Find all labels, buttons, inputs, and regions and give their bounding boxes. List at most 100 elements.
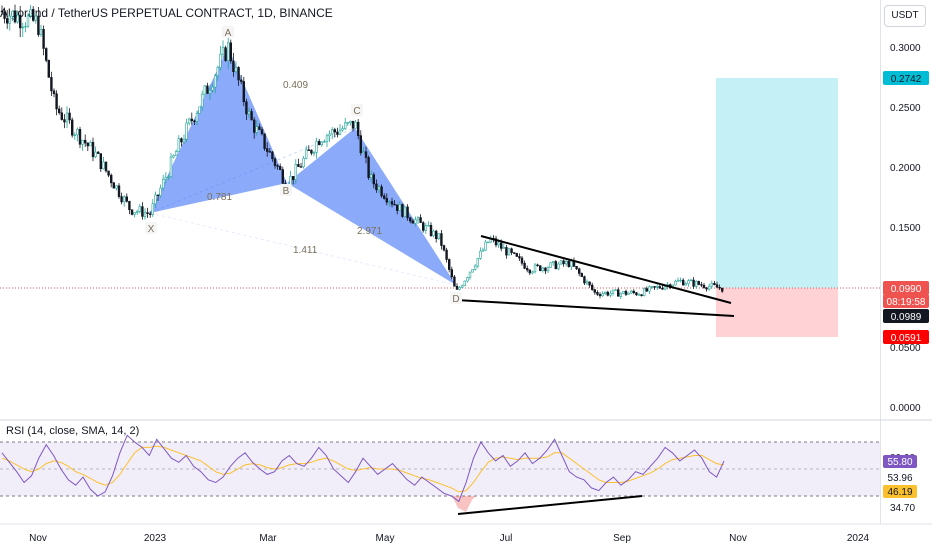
harmonic-point-label: A <box>225 28 232 39</box>
candle <box>481 247 485 252</box>
candle <box>455 283 459 290</box>
candle <box>24 22 27 33</box>
candle <box>575 266 578 271</box>
harmonic-point-label: B <box>283 186 290 197</box>
candle <box>177 135 180 152</box>
candle <box>120 192 123 205</box>
candle <box>11 10 14 22</box>
candle <box>263 133 266 151</box>
candle <box>468 271 472 280</box>
candle <box>424 222 427 234</box>
candle <box>55 90 58 116</box>
candle <box>421 221 425 233</box>
candle <box>198 106 201 114</box>
candle <box>512 252 516 255</box>
candle <box>21 22 24 37</box>
candle <box>684 281 688 286</box>
candle <box>221 40 225 58</box>
position-stop-zone[interactable] <box>716 288 838 337</box>
candle <box>494 235 498 248</box>
currency-button[interactable]: USDT <box>884 5 926 27</box>
candle <box>536 263 539 267</box>
candle <box>310 149 313 156</box>
candle <box>84 134 87 147</box>
candle <box>562 259 565 267</box>
candle <box>52 88 56 98</box>
candle <box>622 290 625 295</box>
candle <box>544 267 547 275</box>
candle <box>510 247 513 256</box>
candle <box>640 294 643 297</box>
price-tag-label: 0.2742 <box>891 74 922 85</box>
candle <box>154 191 157 208</box>
candle <box>315 137 318 159</box>
ratio-label-1411: 1.411 <box>293 245 318 256</box>
price-axis[interactable] <box>880 0 932 524</box>
ratio-label-0409: 0.409 <box>283 80 308 91</box>
candle <box>240 75 243 85</box>
candle <box>138 203 141 214</box>
candle <box>224 45 227 62</box>
harmonic-point-label: X <box>148 224 155 235</box>
candle <box>447 258 451 273</box>
candle <box>515 252 519 257</box>
candle <box>460 284 464 289</box>
candle <box>18 5 22 38</box>
candle <box>68 108 71 124</box>
x-tick-label: Nov <box>729 533 747 544</box>
candle <box>71 117 74 138</box>
candle <box>466 276 469 283</box>
rsi-value-label: 46.19 <box>887 487 912 498</box>
ratio-label-0781: 0.781 <box>207 192 232 203</box>
rsi-sma-line <box>1 445 725 493</box>
candle <box>193 119 196 125</box>
candle <box>549 261 552 269</box>
position-target-zone[interactable] <box>716 78 838 288</box>
candle <box>707 283 711 291</box>
candle <box>593 289 597 295</box>
candle <box>175 149 178 156</box>
candle <box>528 269 532 276</box>
candle <box>603 291 607 295</box>
candle <box>598 292 602 299</box>
candle <box>211 82 214 93</box>
candle <box>128 200 131 215</box>
candle <box>486 241 490 244</box>
candle <box>86 142 90 152</box>
candle <box>229 39 232 64</box>
candle <box>99 153 103 172</box>
candle <box>325 133 329 148</box>
candle <box>39 24 43 37</box>
candle <box>115 185 118 191</box>
candle <box>694 280 698 289</box>
price-tag-label: 0.0990 <box>891 284 922 295</box>
candle <box>718 284 721 291</box>
rsi-oversold-fill <box>452 496 476 512</box>
candle <box>34 12 38 24</box>
candle <box>557 261 560 271</box>
candle <box>419 214 422 223</box>
candle <box>713 280 716 286</box>
candle <box>484 239 487 252</box>
candle <box>367 155 370 180</box>
candle <box>3 7 6 24</box>
harmonic-point-box <box>450 292 462 304</box>
harmonic-point-label: D <box>452 294 459 305</box>
harmonic-point-box <box>222 26 234 38</box>
price-tag-box <box>883 330 929 344</box>
candle <box>50 71 53 96</box>
candle <box>149 211 152 218</box>
candle <box>635 291 638 296</box>
y-tick-label: 0.2000 <box>890 163 921 174</box>
candle <box>312 150 316 157</box>
candle <box>273 157 277 169</box>
candle <box>130 209 134 216</box>
candle <box>393 199 396 206</box>
candle <box>185 118 188 143</box>
candle <box>596 290 599 296</box>
x-tick-label: Mar <box>259 533 277 544</box>
candle <box>437 233 440 241</box>
candle <box>330 127 334 140</box>
